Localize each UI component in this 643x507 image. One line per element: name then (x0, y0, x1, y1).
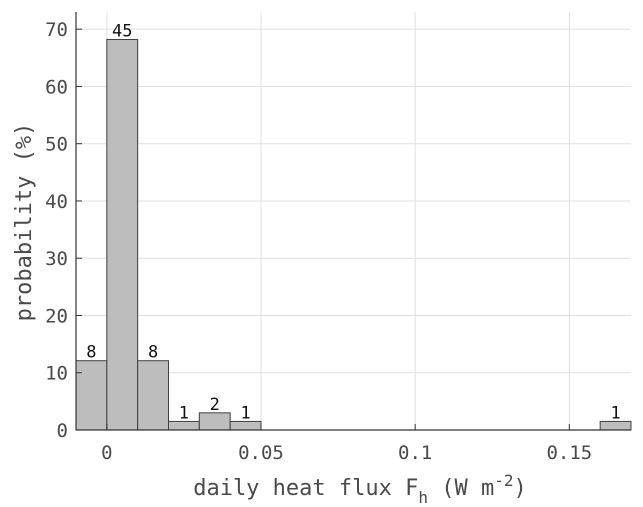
y-tick-label: 70 (45, 19, 68, 41)
y-tick-label: 40 (45, 191, 68, 213)
tick-labels: 0 10 20 30 40 50 60 70 0 0.05 0.1 0.15 (45, 19, 592, 464)
x-axis-label-text: daily heat flux (193, 476, 392, 501)
bar-count-label: 1 (240, 403, 250, 423)
axes (75, 12, 631, 431)
y-tick-label: 50 (45, 134, 68, 156)
x-axis-units-open: (W m (428, 476, 494, 501)
x-tick-label: 0 (101, 442, 112, 464)
x-axis-units-close: ) (514, 476, 527, 501)
x-axis-label: daily heat flux Fh (W m-2) (193, 471, 527, 507)
bar-count-label: 1 (179, 403, 189, 423)
histogram-bar (198, 412, 231, 431)
x-tick-label: 0.05 (238, 442, 284, 464)
grid-lines (76, 12, 631, 430)
histogram-bar (137, 360, 170, 431)
bar-count-label: 2 (210, 395, 220, 415)
bar-count-label: 45 (112, 21, 132, 41)
x-tick-label: 0.15 (546, 442, 592, 464)
x-axis-symbol: F (405, 476, 418, 501)
histogram-bars (75, 38, 632, 431)
bar-count-label: 8 (86, 343, 96, 363)
y-tick-label: 10 (45, 363, 68, 385)
histogram-bar (75, 360, 108, 431)
x-axis-subscript: h (418, 488, 428, 507)
x-axis-units-exponent: -2 (494, 471, 513, 490)
bar-count-label: 8 (148, 343, 158, 363)
bar-count-label: 1 (610, 403, 620, 423)
y-axis-label: probability (%) (12, 123, 37, 322)
x-tick-label: 0.1 (398, 442, 432, 464)
y-tick-label: 20 (45, 305, 68, 327)
histogram-bar (106, 38, 139, 431)
y-tick-label: 0 (57, 420, 68, 442)
y-tick-label: 60 (45, 76, 68, 98)
y-tick-label: 30 (45, 248, 68, 270)
